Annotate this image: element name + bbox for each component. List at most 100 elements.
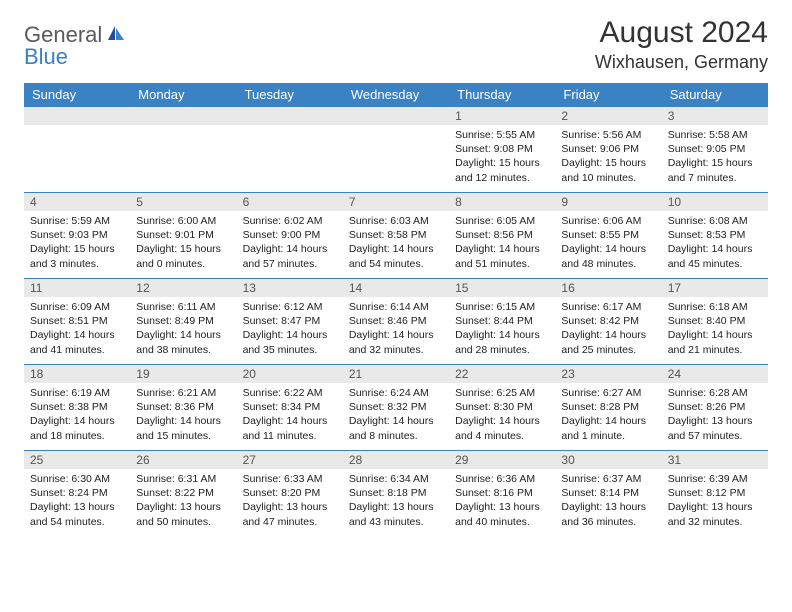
- sunrise: Sunrise: 6:19 AM: [30, 386, 124, 400]
- day-info: Sunrise: 6:11 AMSunset: 8:49 PMDaylight:…: [130, 297, 236, 359]
- calendar-cell: 7Sunrise: 6:03 AMSunset: 8:58 PMDaylight…: [343, 193, 449, 279]
- sunset: Sunset: 8:24 PM: [30, 486, 124, 500]
- sunrise: Sunrise: 6:24 AM: [349, 386, 443, 400]
- calendar-cell: 14Sunrise: 6:14 AMSunset: 8:46 PMDayligh…: [343, 279, 449, 365]
- day-number: 9: [555, 193, 661, 211]
- sunset: Sunset: 8:32 PM: [349, 400, 443, 414]
- sunrise: Sunrise: 6:34 AM: [349, 472, 443, 486]
- day-info: Sunrise: 6:08 AMSunset: 8:53 PMDaylight:…: [662, 211, 768, 273]
- sunset: Sunset: 9:00 PM: [243, 228, 337, 242]
- calendar-cell: 11Sunrise: 6:09 AMSunset: 8:51 PMDayligh…: [24, 279, 130, 365]
- sunset: Sunset: 8:28 PM: [561, 400, 655, 414]
- calendar-cell: [130, 107, 236, 193]
- day-info: Sunrise: 6:28 AMSunset: 8:26 PMDaylight:…: [662, 383, 768, 445]
- day-info: Sunrise: 6:21 AMSunset: 8:36 PMDaylight:…: [130, 383, 236, 445]
- calendar-cell: [24, 107, 130, 193]
- sunset: Sunset: 9:03 PM: [30, 228, 124, 242]
- sunset: Sunset: 8:55 PM: [561, 228, 655, 242]
- day-info: Sunrise: 6:31 AMSunset: 8:22 PMDaylight:…: [130, 469, 236, 531]
- calendar-cell: 9Sunrise: 6:06 AMSunset: 8:55 PMDaylight…: [555, 193, 661, 279]
- weekday-header: Wednesday: [343, 83, 449, 107]
- day-number: 7: [343, 193, 449, 211]
- daylight: Daylight: 14 hours and 11 minutes.: [243, 414, 337, 442]
- day-number: 21: [343, 365, 449, 383]
- day-info: Sunrise: 6:25 AMSunset: 8:30 PMDaylight:…: [449, 383, 555, 445]
- sunset: Sunset: 9:05 PM: [668, 142, 762, 156]
- day-number: 23: [555, 365, 661, 383]
- calendar-cell: 16Sunrise: 6:17 AMSunset: 8:42 PMDayligh…: [555, 279, 661, 365]
- day-info: Sunrise: 6:22 AMSunset: 8:34 PMDaylight:…: [237, 383, 343, 445]
- day-number: 8: [449, 193, 555, 211]
- sunset: Sunset: 8:38 PM: [30, 400, 124, 414]
- calendar-cell: 5 Sunrise: 6:00 AMSunset: 9:01 PMDaylight…: [130, 193, 236, 279]
- weekday-row: SundayMondayTuesdayWednesdayThursdayFrid…: [24, 83, 768, 107]
- daylight: Daylight: 14 hours and 45 minutes.: [668, 242, 762, 270]
- calendar-cell: 6Sunrise: 6:02 AMSunset: 9:00 PMDaylight…: [237, 193, 343, 279]
- daylight: Daylight: 15 hours and 7 minutes.: [668, 156, 762, 184]
- day-number: 28: [343, 451, 449, 469]
- daylight: Daylight: 14 hours and 21 minutes.: [668, 328, 762, 356]
- calendar-table: SundayMondayTuesdayWednesdayThursdayFrid…: [24, 83, 768, 537]
- sunset: Sunset: 8:36 PM: [136, 400, 230, 414]
- calendar-row: 18 Sunrise: 6:19 AMSunset: 8:38 PM Dayligh…: [24, 365, 768, 451]
- day-info: Sunrise: 5:58 AMSunset: 9:05 PMDaylight:…: [662, 125, 768, 187]
- sunset: Sunset: 8:34 PM: [243, 400, 337, 414]
- daylight: Daylight: 15 hours and 10 minutes.: [561, 156, 655, 184]
- calendar-cell: 28Sunrise: 6:34 AMSunset: 8:18 PMDayligh…: [343, 451, 449, 537]
- weekday-header: Tuesday: [237, 83, 343, 107]
- daylight: Daylight: 14 hours and 57 minutes.: [243, 242, 337, 270]
- calendar-cell: 1Sunrise: 5:55 AMSunset: 9:08 PMDaylight…: [449, 107, 555, 193]
- daylight: Daylight: 13 hours and 36 minutes.: [561, 500, 655, 528]
- sunrise: Sunrise: 6:21 AM: [136, 386, 230, 400]
- day-info: Sunrise: 6:36 AMSunset: 8:16 PMDaylight:…: [449, 469, 555, 531]
- day-number: 31: [662, 451, 768, 469]
- sail-icon: [106, 24, 126, 47]
- sunrise: Sunrise: 6:15 AM: [455, 300, 549, 314]
- sunrise: Sunrise: 6:12 AM: [243, 300, 337, 314]
- calendar-row: 4Sunrise: 5:59 AMSunset: 9:03 PMDaylight…: [24, 193, 768, 279]
- daylight: Daylight: 14 hours and 4 minutes.: [455, 414, 549, 442]
- weekday-header: Monday: [130, 83, 236, 107]
- sunrise: Sunrise: 6:00 AM: [136, 214, 230, 228]
- calendar-cell: 3Sunrise: 5:58 AMSunset: 9:05 PMDaylight…: [662, 107, 768, 193]
- day-info: Sunrise: 5:59 AMSunset: 9:03 PMDaylight:…: [24, 211, 130, 273]
- daylight: Daylight: 14 hours and 41 minutes.: [30, 328, 124, 356]
- calendar-cell: 29Sunrise: 6:36 AMSunset: 8:16 PMDayligh…: [449, 451, 555, 537]
- sunset: Sunset: 8:22 PM: [136, 486, 230, 500]
- day-number-empty: [24, 107, 130, 125]
- day-number: 6: [237, 193, 343, 211]
- sunrise: Sunrise: 6:08 AM: [668, 214, 762, 228]
- calendar-cell: 15Sunrise: 6:15 AMSunset: 8:44 PMDayligh…: [449, 279, 555, 365]
- title-block: August 2024 Wixhausen, Germany: [595, 16, 768, 73]
- day-number: 10: [662, 193, 768, 211]
- day-number: 5: [130, 193, 236, 211]
- sunset: Sunset: 8:16 PM: [455, 486, 549, 500]
- daylight: Daylight: 13 hours and 32 minutes.: [668, 500, 762, 528]
- daylight: Daylight: 13 hours and 47 minutes.: [243, 500, 337, 528]
- brand-part2-wrap: Blue: [24, 44, 68, 70]
- daylight: Daylight: 14 hours and 8 minutes.: [349, 414, 443, 442]
- calendar-row: 11Sunrise: 6:09 AMSunset: 8:51 PMDayligh…: [24, 279, 768, 365]
- day-info: Sunrise: 6:34 AMSunset: 8:18 PMDaylight:…: [343, 469, 449, 531]
- sunrise: Sunrise: 6:11 AM: [136, 300, 230, 314]
- day-number: 1: [449, 107, 555, 125]
- day-info: Sunrise: 6:37 AMSunset: 8:14 PMDaylight:…: [555, 469, 661, 531]
- sunrise: Sunrise: 5:55 AM: [455, 128, 549, 142]
- sunset: Sunset: 9:01 PM: [136, 228, 230, 242]
- sunrise: Sunrise: 6:06 AM: [561, 214, 655, 228]
- calendar-cell: 13Sunrise: 6:12 AMSunset: 8:47 PMDayligh…: [237, 279, 343, 365]
- daylight: Daylight: 15 hours and 0 minutes.: [136, 242, 230, 270]
- calendar-cell: 26Sunrise: 6:31 AMSunset: 8:22 PMDayligh…: [130, 451, 236, 537]
- day-info: Sunrise: 6:39 AMSunset: 8:12 PMDaylight:…: [662, 469, 768, 531]
- sunrise: Sunrise: 6:33 AM: [243, 472, 337, 486]
- day-number: 29: [449, 451, 555, 469]
- daylight: Daylight: 15 hours and 12 minutes.: [455, 156, 549, 184]
- daylight: Daylight: 14 hours and 15 minutes.: [136, 414, 230, 442]
- day-number: 18: [24, 365, 130, 383]
- sunrise: Sunrise: 6:14 AM: [349, 300, 443, 314]
- weekday-header: Sunday: [24, 83, 130, 107]
- calendar-row: 1Sunrise: 5:55 AMSunset: 9:08 PMDaylight…: [24, 107, 768, 193]
- daylight: Daylight: 14 hours and 25 minutes.: [561, 328, 655, 356]
- location: Wixhausen, Germany: [595, 52, 768, 73]
- day-info: Sunrise: 6:33 AMSunset: 8:20 PMDaylight:…: [237, 469, 343, 531]
